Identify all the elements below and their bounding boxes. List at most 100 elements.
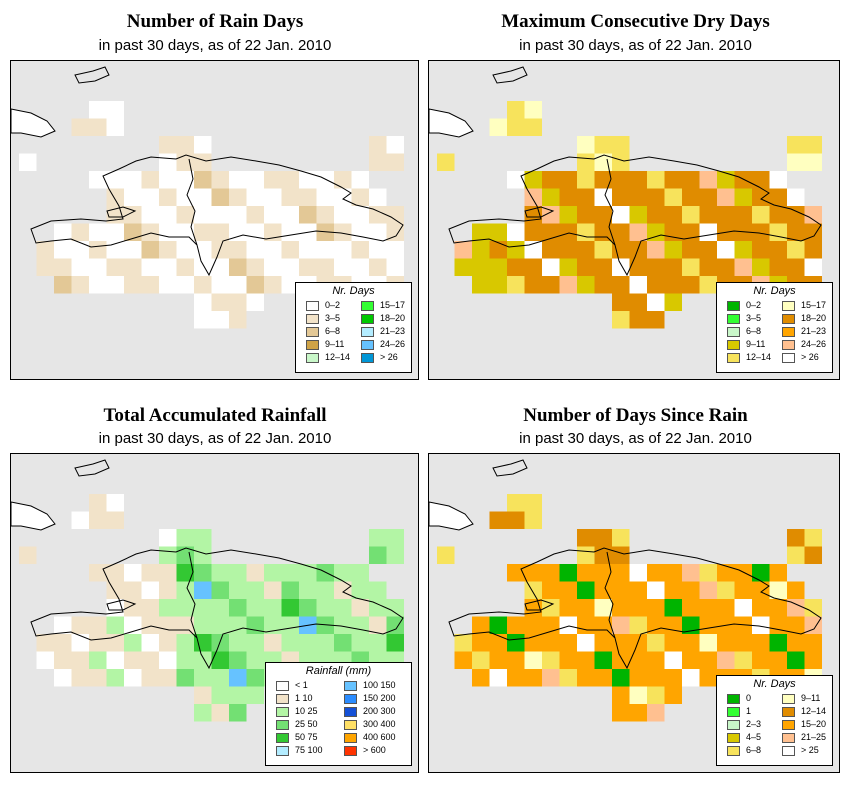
legend-label: 3–5 <box>746 313 762 323</box>
grid-cell <box>612 564 630 582</box>
grid-cell <box>664 188 682 206</box>
grid-cell <box>351 599 369 617</box>
legend-swatch <box>727 301 740 311</box>
legend-swatch <box>782 694 795 704</box>
grid-cell <box>159 153 177 171</box>
grid-cell <box>316 599 334 617</box>
grid-cell <box>264 171 282 189</box>
grid-cell <box>176 546 194 564</box>
grid-cell <box>489 634 507 652</box>
grid-cell <box>89 494 107 512</box>
grid-cell <box>699 171 717 189</box>
grid-cell <box>194 206 212 224</box>
grid-cell <box>769 564 787 582</box>
grid-cell <box>752 188 770 206</box>
grid-cell <box>524 258 542 276</box>
grid-cell <box>211 651 229 669</box>
grid-cell <box>664 581 682 599</box>
legend-label: 4–5 <box>746 732 762 742</box>
grid-cell <box>682 188 700 206</box>
grid-cell <box>682 564 700 582</box>
grid-cell <box>559 241 577 259</box>
grid-cell <box>629 293 647 311</box>
grid-cell <box>159 546 177 564</box>
grid-cell <box>194 651 212 669</box>
grid-cell <box>454 651 472 669</box>
grid-cell <box>89 223 107 241</box>
panel-rainfall: Total Accumulated Rainfall in past 30 da… <box>10 393 420 778</box>
grid-cell <box>141 188 159 206</box>
legend-swatch <box>306 340 319 350</box>
grid-cells <box>437 494 822 722</box>
grid-cell <box>787 153 805 171</box>
grid-cell <box>89 634 107 652</box>
grid-cell <box>594 564 612 582</box>
grid-cell <box>629 258 647 276</box>
grid-cell <box>542 616 560 634</box>
grid-cell <box>559 564 577 582</box>
grid-cell <box>612 241 630 259</box>
grid-cell <box>281 581 299 599</box>
grid-cell <box>106 101 124 119</box>
grid-cell <box>141 276 159 294</box>
grid-cell <box>524 651 542 669</box>
grid-cell <box>229 564 247 582</box>
legend-swatch <box>782 733 795 743</box>
grid-cell <box>507 651 525 669</box>
grid-cell <box>124 276 142 294</box>
grid-cell <box>664 171 682 189</box>
grid-cell <box>211 258 229 276</box>
grid-cell <box>351 258 369 276</box>
grid-cell <box>246 293 264 311</box>
grid-cell <box>246 634 264 652</box>
panel-subtitle: in past 30 days, as of 22 Jan. 2010 <box>519 430 752 447</box>
grid-cell <box>159 206 177 224</box>
grid-cell <box>229 258 247 276</box>
grid-cell <box>141 258 159 276</box>
grid-cell <box>299 634 317 652</box>
grid-cell <box>106 511 124 529</box>
grid-cell <box>89 651 107 669</box>
grid-cell <box>734 616 752 634</box>
grid-cell <box>264 599 282 617</box>
grid-cell <box>612 581 630 599</box>
grid-cell <box>577 136 595 154</box>
grid-cell <box>194 258 212 276</box>
grid-cell <box>577 153 595 171</box>
grid-cell <box>664 564 682 582</box>
grid-cell <box>804 258 822 276</box>
grid-cell <box>264 616 282 634</box>
grid-cell <box>629 616 647 634</box>
grid-cell <box>542 241 560 259</box>
grid-cell <box>176 564 194 582</box>
grid-cell <box>804 223 822 241</box>
legend-swatch <box>361 314 374 324</box>
grid-cell <box>159 171 177 189</box>
legend-swatch <box>306 353 319 363</box>
grid-cell <box>369 546 387 564</box>
grid-cell <box>804 651 822 669</box>
grid-cell <box>264 581 282 599</box>
gonave-island <box>106 206 137 218</box>
grid-cell <box>264 564 282 582</box>
grid-cell <box>369 616 387 634</box>
grid-cell <box>264 223 282 241</box>
grid-cell <box>647 223 665 241</box>
grid-cell <box>559 223 577 241</box>
grid-cell <box>176 188 194 206</box>
grid-cell <box>36 258 54 276</box>
grid-cell <box>176 581 194 599</box>
grid-cell <box>194 171 212 189</box>
map-canvas <box>11 66 404 329</box>
grid-cell <box>804 546 822 564</box>
grid-cell <box>787 136 805 154</box>
grid-cell <box>369 136 387 154</box>
grid-cell <box>89 101 107 119</box>
grid-cell <box>71 241 89 259</box>
country-border <box>604 551 616 639</box>
grid-cell <box>281 171 299 189</box>
grid-cell <box>176 599 194 617</box>
legend-label: 24–26 <box>801 339 827 349</box>
grid-cell <box>71 258 89 276</box>
grid-cell <box>159 223 177 241</box>
